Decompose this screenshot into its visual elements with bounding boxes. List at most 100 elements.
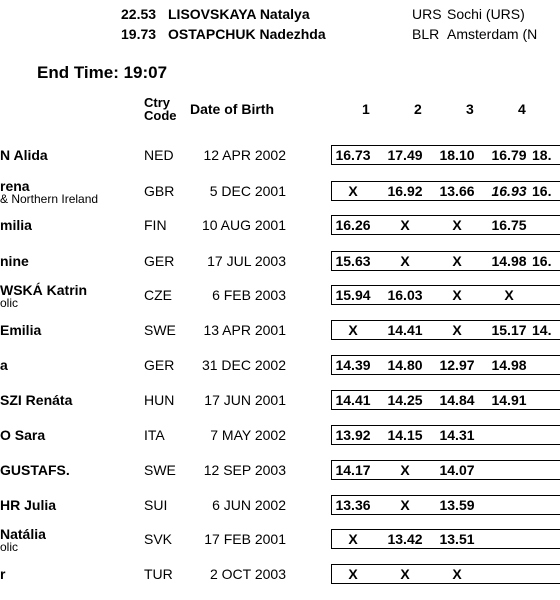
country-code: GER bbox=[144, 253, 175, 269]
country-code: SVK bbox=[144, 531, 173, 547]
result-box bbox=[331, 529, 560, 549]
attempt-3-result: X bbox=[452, 217, 462, 233]
attempt-3-result: 13.59 bbox=[439, 497, 475, 513]
athlete-name: rena bbox=[0, 178, 30, 194]
attempt-1-result: 15.94 bbox=[335, 287, 371, 303]
ctry-code-header-line2: Code bbox=[144, 108, 177, 123]
attempt-4-result: 16.79 bbox=[491, 147, 527, 163]
result-box bbox=[331, 460, 560, 480]
result-box bbox=[331, 181, 560, 201]
result-box bbox=[331, 355, 560, 375]
country-code: FIN bbox=[144, 217, 167, 233]
athlete-name: r bbox=[0, 566, 6, 582]
attempt-1-result: 13.92 bbox=[335, 427, 371, 443]
date-of-birth: 7 MAY 2002 bbox=[210, 427, 286, 443]
athlete-name: WSKÁ Katrin bbox=[0, 282, 88, 298]
attempt-2-header: 2 bbox=[414, 101, 422, 117]
date-of-birth: 12 SEP 2003 bbox=[203, 462, 286, 478]
attempt-5-result: 18. bbox=[532, 147, 552, 163]
attempt-3-result: X bbox=[452, 287, 462, 303]
country-code: GBR bbox=[144, 183, 175, 199]
attempt-5-result: 16. bbox=[532, 183, 552, 199]
athlete-team-detail: olic bbox=[0, 540, 19, 554]
date-of-birth: 6 FEB 2003 bbox=[212, 287, 286, 303]
date-of-birth: 17 JUL 2003 bbox=[207, 253, 286, 269]
record-holder-name: OSTAPCHUK Nadezhda bbox=[168, 26, 326, 42]
country-code: NED bbox=[144, 147, 174, 163]
athlete-name: nine bbox=[0, 253, 29, 269]
attempt-4-result: 16.93 bbox=[491, 183, 527, 199]
record-venue: Sochi (URS) bbox=[447, 6, 525, 22]
attempt-2-result: 14.15 bbox=[387, 427, 423, 443]
country-code: TUR bbox=[144, 566, 173, 582]
attempt-5-result: 14. bbox=[532, 322, 552, 338]
date-of-birth: 13 APR 2001 bbox=[203, 322, 286, 338]
attempt-2-result: X bbox=[400, 462, 410, 478]
date-of-birth: 6 JUN 2002 bbox=[212, 497, 286, 513]
attempt-4-result: 14.98 bbox=[491, 253, 527, 269]
country-code: SWE bbox=[144, 462, 176, 478]
attempt-5-result: 16. bbox=[532, 253, 552, 269]
attempt-3-result: 13.66 bbox=[439, 183, 475, 199]
country-code: ITA bbox=[144, 427, 165, 443]
attempt-3-result: X bbox=[452, 253, 462, 269]
attempt-2-result: 13.42 bbox=[387, 531, 423, 547]
date-of-birth: 17 JUN 2001 bbox=[204, 392, 286, 408]
attempt-4-result: 14.91 bbox=[491, 392, 527, 408]
athlete-name: milia bbox=[0, 217, 32, 233]
attempt-4-header: 4 bbox=[518, 101, 526, 117]
end-time: End Time: 19:07 bbox=[37, 63, 168, 82]
attempt-2-result: X bbox=[400, 566, 410, 582]
athlete-name: SZI Renáta bbox=[0, 392, 73, 408]
athlete-name: a bbox=[0, 357, 8, 373]
athlete-name: O Sara bbox=[0, 427, 46, 443]
attempt-1-result: X bbox=[348, 531, 358, 547]
athlete-name: GUSTAFS. bbox=[0, 462, 70, 478]
result-box bbox=[331, 320, 560, 340]
result-box bbox=[331, 145, 560, 165]
attempt-1-result: X bbox=[348, 322, 358, 338]
attempt-2-result: 14.25 bbox=[387, 392, 423, 408]
attempt-3-result: 14.07 bbox=[439, 462, 475, 478]
attempt-2-result: 16.03 bbox=[387, 287, 423, 303]
athlete-team-detail: & Northern Ireland bbox=[0, 192, 99, 206]
record-mark: 19.73 bbox=[121, 26, 157, 42]
country-code: GER bbox=[144, 357, 175, 373]
attempt-1-result: 14.39 bbox=[335, 357, 371, 373]
athlete-name: N Alida bbox=[0, 147, 48, 163]
attempt-2-result: 14.41 bbox=[387, 322, 423, 338]
result-box bbox=[331, 425, 560, 445]
attempt-1-result: 13.36 bbox=[335, 497, 371, 513]
country-code: SWE bbox=[144, 322, 176, 338]
result-box bbox=[331, 285, 560, 305]
ctry-code-header-line1: Ctry bbox=[144, 95, 171, 110]
attempt-4-result: X bbox=[504, 287, 514, 303]
attempt-4-result: 14.98 bbox=[491, 357, 527, 373]
result-box bbox=[331, 564, 560, 584]
attempt-1-result: X bbox=[348, 183, 358, 199]
attempt-3-result: X bbox=[452, 566, 462, 582]
athlete-name: Natália bbox=[0, 526, 46, 542]
attempt-3-result: 14.31 bbox=[439, 427, 475, 443]
date-of-birth: 2 OCT 2003 bbox=[209, 566, 286, 582]
country-code: SUI bbox=[144, 497, 168, 513]
attempt-2-result: X bbox=[400, 497, 410, 513]
attempt-3-result: X bbox=[452, 322, 462, 338]
date-of-birth: 12 APR 2002 bbox=[203, 147, 286, 163]
athlete-name: HR Julia bbox=[0, 497, 57, 513]
attempt-1-result: 16.26 bbox=[335, 217, 371, 233]
attempt-4-result: 16.75 bbox=[491, 217, 527, 233]
attempt-1-result: X bbox=[348, 566, 358, 582]
attempt-3-header: 3 bbox=[466, 101, 474, 117]
record-holder-name: LISOVSKAYA Natalya bbox=[168, 6, 310, 22]
attempt-3-result: 12.97 bbox=[439, 357, 475, 373]
attempt-4-result: 15.17 bbox=[491, 322, 527, 338]
attempt-1-header: 1 bbox=[362, 101, 370, 117]
record-country: URS bbox=[412, 6, 442, 22]
result-box bbox=[331, 495, 560, 515]
athlete-name: Emilia bbox=[0, 322, 42, 338]
attempt-2-result: 14.80 bbox=[387, 357, 423, 373]
result-box bbox=[331, 215, 560, 235]
attempt-1-result: 16.73 bbox=[335, 147, 371, 163]
attempt-1-result: 14.41 bbox=[335, 392, 371, 408]
